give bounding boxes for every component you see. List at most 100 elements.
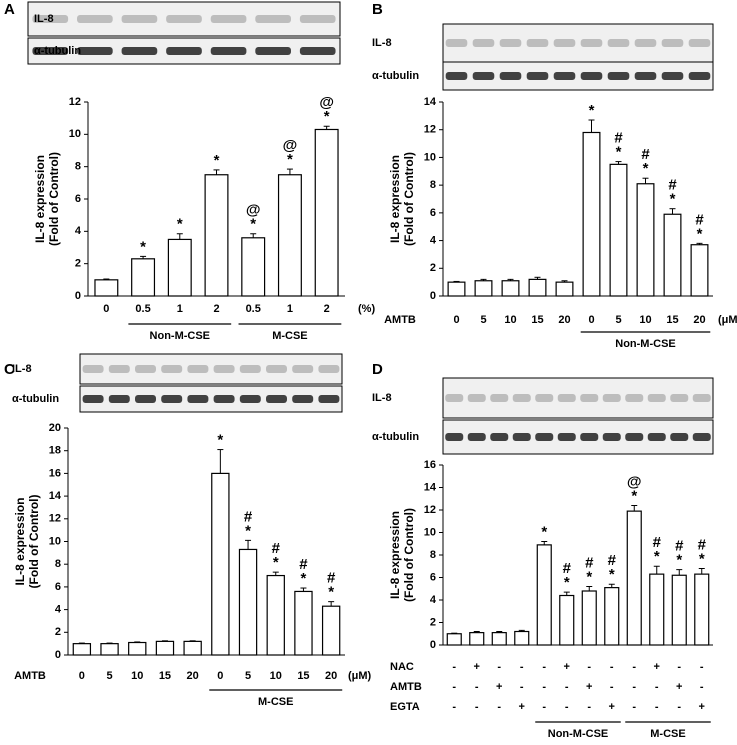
bar bbox=[238, 548, 258, 656]
x-tick-label: 0.5 bbox=[246, 303, 261, 315]
blot-band bbox=[32, 15, 69, 23]
significance-marker: * bbox=[273, 554, 279, 571]
blot-band bbox=[121, 47, 158, 55]
bar bbox=[474, 280, 493, 297]
y-tick-label: 0 bbox=[430, 290, 436, 302]
y-tick-label: 6 bbox=[430, 207, 436, 219]
y-axis-label-line: IL-8 expression bbox=[388, 155, 402, 243]
blot-band bbox=[161, 365, 183, 373]
y-tick-label: 10 bbox=[49, 535, 61, 547]
blot-band bbox=[692, 433, 711, 441]
blot-band bbox=[670, 394, 689, 402]
blot-band bbox=[266, 365, 287, 373]
blot-band bbox=[472, 72, 495, 80]
significance-marker: # bbox=[272, 540, 281, 557]
y-tick-label: 2 bbox=[75, 258, 81, 270]
y-axis-label: IL-8 expression(Fold of Control) bbox=[13, 495, 41, 589]
x-tick-label: 1 bbox=[177, 303, 183, 315]
significance-marker: # bbox=[698, 536, 707, 553]
row-sign: - bbox=[610, 681, 614, 693]
blot-band bbox=[580, 433, 599, 441]
y-tick-label: 18 bbox=[49, 445, 61, 457]
significance-marker: @ bbox=[283, 137, 298, 154]
significance-marker: * bbox=[609, 566, 615, 583]
row-sign: + bbox=[474, 661, 480, 673]
y-tick-label: 4 bbox=[430, 594, 437, 606]
row-sign: + bbox=[496, 681, 502, 693]
blot bbox=[442, 419, 714, 455]
panel-label: C bbox=[4, 361, 15, 378]
bar bbox=[204, 174, 229, 297]
y-tick-label: 10 bbox=[424, 526, 436, 538]
significance-marker: @ bbox=[246, 202, 261, 219]
blot-band bbox=[108, 395, 130, 403]
significance-marker: # bbox=[563, 560, 572, 577]
blot-label: IL-8 bbox=[12, 363, 32, 375]
blot-band bbox=[467, 433, 486, 441]
bar bbox=[690, 244, 709, 297]
row-sign: - bbox=[452, 681, 456, 693]
y-axis-label-line: IL-8 expression bbox=[33, 155, 47, 243]
blot-band bbox=[255, 15, 291, 23]
significance-marker: * bbox=[324, 108, 330, 125]
significance-marker: # bbox=[299, 556, 308, 573]
y-tick-label: 10 bbox=[69, 128, 81, 140]
blot-band bbox=[580, 39, 603, 47]
row-sign: - bbox=[452, 701, 456, 713]
y-tick-label: 0 bbox=[75, 290, 81, 302]
bar bbox=[663, 213, 682, 297]
bar bbox=[536, 544, 552, 646]
blot-band bbox=[299, 47, 336, 55]
blot-band bbox=[266, 395, 287, 403]
bar bbox=[167, 238, 192, 297]
x-tick-label: 0 bbox=[79, 670, 85, 682]
blot bbox=[442, 377, 714, 419]
significance-marker: # bbox=[327, 570, 336, 587]
blot-band bbox=[32, 47, 69, 55]
row-label: AMTB bbox=[384, 314, 416, 326]
x-tick-label: 0 bbox=[588, 314, 594, 326]
y-tick-label: 16 bbox=[49, 467, 61, 479]
x-tick-label: 0 bbox=[103, 303, 109, 315]
bar bbox=[72, 643, 92, 656]
y-tick-label: 4 bbox=[430, 234, 437, 246]
blot-band bbox=[166, 15, 202, 23]
blot-label: IL-8 bbox=[372, 392, 392, 404]
panel-label: D bbox=[372, 361, 383, 378]
x-tick-label: 10 bbox=[131, 670, 143, 682]
blot-band bbox=[553, 39, 576, 47]
x-tick-label: 2 bbox=[324, 303, 330, 315]
row-sign: - bbox=[520, 661, 524, 673]
y-tick-label: 12 bbox=[424, 504, 436, 516]
y-tick-label: 12 bbox=[49, 513, 61, 525]
blot-band bbox=[661, 72, 684, 80]
y-tick-label: 0 bbox=[55, 649, 61, 661]
bar bbox=[94, 279, 119, 297]
row-label: AMTB bbox=[14, 670, 46, 682]
bar bbox=[469, 632, 485, 646]
bar bbox=[277, 174, 302, 297]
x-tick-label: 0 bbox=[453, 314, 459, 326]
blot-band bbox=[135, 395, 156, 403]
row-sign: + bbox=[519, 701, 525, 713]
bar bbox=[626, 510, 642, 646]
y-tick-label: 0 bbox=[430, 639, 436, 651]
row-sign: - bbox=[497, 661, 501, 673]
row-sign: - bbox=[677, 661, 681, 673]
bar bbox=[131, 258, 156, 297]
blot-label: α-tubulin bbox=[372, 431, 419, 443]
row-sign: - bbox=[655, 701, 659, 713]
blot-band bbox=[292, 365, 314, 373]
blot-label: IL-8 bbox=[372, 37, 392, 49]
blot-band bbox=[490, 394, 509, 402]
significance-marker: # bbox=[614, 130, 623, 147]
y-tick-label: 20 bbox=[49, 422, 61, 434]
bar bbox=[211, 472, 230, 656]
blot-band bbox=[161, 395, 183, 403]
blot-label: α-tubulin bbox=[372, 70, 419, 82]
blot-band bbox=[625, 433, 644, 441]
x-tick-label: 5 bbox=[615, 314, 621, 326]
blot-band bbox=[512, 394, 531, 402]
blot-band bbox=[239, 365, 261, 373]
